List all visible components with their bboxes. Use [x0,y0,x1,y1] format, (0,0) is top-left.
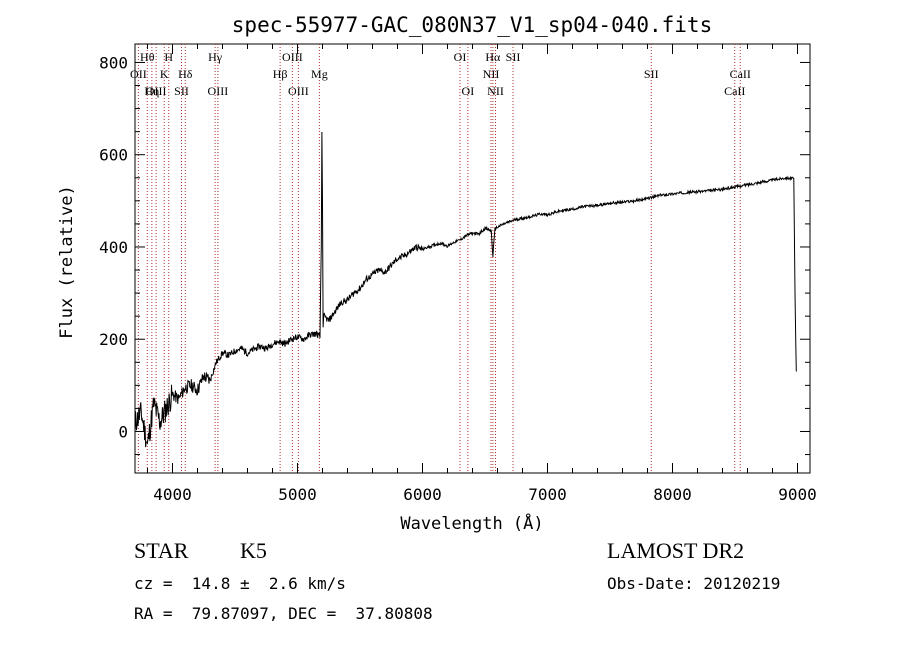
plot-frame [134,43,811,474]
spectrum-series-line [135,131,797,448]
redshift-velocity: cz = 14.8 ± 2.6 km/s [134,574,346,593]
line-label: Hθ [140,50,155,64]
line-label: CaII [730,67,751,81]
line-label: H [164,50,173,64]
x-tick-label: 4000 [153,485,192,504]
line-label: OI [454,50,467,64]
line-label: Mg [311,67,328,81]
y-tick-label: 0 [118,422,128,441]
line-label: OIII [208,84,229,98]
line-label: SII [506,50,521,64]
line-label: NII [483,67,500,81]
spectral-line-markers [137,44,741,473]
x-axis-label: Wavelength (Å) [400,512,543,534]
line-label: NII [487,84,504,98]
sky-coordinates: RA = 79.87097, DEC = 37.80808 [134,604,433,623]
line-label: OII [130,67,147,81]
line-label: Hγ [208,50,223,64]
y-tick-label: 400 [99,238,128,257]
object-class: STAR [134,538,189,563]
y-axis-ticks: 0 200 400 600 800 [99,53,810,456]
line-label: Hη [144,84,159,98]
survey-name: LAMOST DR2 [607,538,745,563]
chart-title: spec-55977-GAC_080N37_V1_sp04-040.fits [232,13,712,37]
y-tick-label: 600 [99,146,128,165]
line-label: OIII [282,50,303,64]
line-label: OIII [288,84,309,98]
line-label: SII [644,67,659,81]
line-label: Hα [485,50,501,64]
y-tick-label: 800 [99,53,128,72]
x-tick-label: 7000 [528,485,567,504]
line-label: Hδ [178,67,193,81]
y-axis-label: Flux (relative) [57,185,77,339]
x-tick-label: 9000 [778,485,817,504]
y-tick-label: 200 [99,330,128,349]
line-label: SII [174,84,189,98]
x-tick-label: 5000 [278,485,317,504]
x-axis-ticks: 4000 5000 6000 7000 8000 9000 [147,44,817,504]
line-label: K [160,67,169,81]
x-tick-label: 8000 [653,485,692,504]
line-label: CaII [724,84,745,98]
spectral-subclass: K5 [240,538,267,563]
observation-date: Obs-Date: 20120219 [607,574,781,593]
line-label: Hβ [273,67,288,81]
x-tick-label: 6000 [403,485,442,504]
line-label: OI [462,84,475,98]
line-label: OIII [146,84,167,98]
